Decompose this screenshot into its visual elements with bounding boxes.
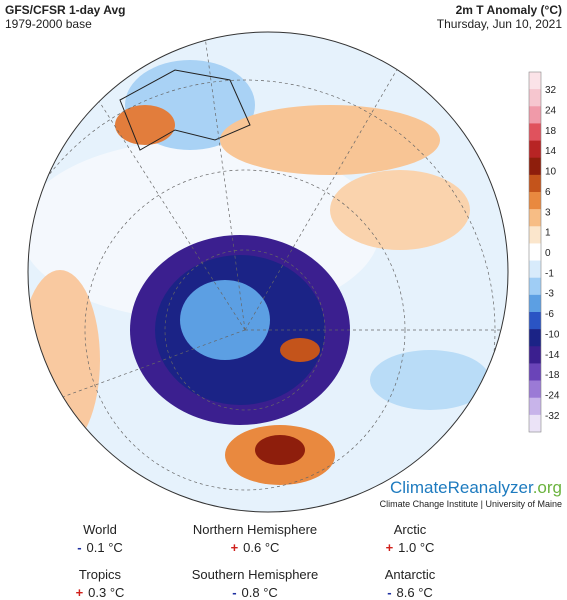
stat-number: 0.6 °C bbox=[243, 540, 279, 555]
stat-sign: - bbox=[387, 585, 391, 600]
logo-name: ClimateReanalyzer bbox=[390, 478, 534, 497]
colorbar-label: 1 bbox=[545, 228, 551, 239]
stat-number: 0.1 °C bbox=[87, 540, 123, 555]
colorbar-segment bbox=[529, 329, 541, 347]
colorbar-segment bbox=[529, 140, 541, 159]
colorbar-label: 6 bbox=[545, 187, 551, 198]
colorbar-segment bbox=[529, 192, 541, 210]
colorbar-segment bbox=[529, 294, 541, 313]
stat-sign: + bbox=[76, 585, 84, 600]
colorbar-segment bbox=[529, 243, 541, 261]
stat-sign: - bbox=[77, 540, 81, 555]
colorbar-label: -32 bbox=[545, 411, 560, 422]
colorbar-segment bbox=[529, 312, 541, 330]
colorbar-segment bbox=[529, 123, 541, 141]
stat-label: Southern Hemisphere bbox=[192, 567, 318, 582]
stat-number: 0.8 °C bbox=[242, 585, 278, 600]
colorbar-segment bbox=[529, 174, 541, 193]
stat-label: Northern Hemisphere bbox=[193, 522, 317, 537]
colorbar-segment bbox=[529, 209, 541, 227]
colorbar-segment bbox=[529, 397, 541, 416]
colorbar-segment bbox=[529, 106, 541, 124]
colorbar-segment bbox=[529, 346, 541, 364]
stat-value: -0.1 °C bbox=[77, 540, 123, 555]
colorbar-segment bbox=[529, 157, 541, 176]
colorbar-label: 32 bbox=[545, 85, 557, 96]
stat-value: +1.0 °C bbox=[386, 540, 435, 555]
title: GFS/CFSR 1-day Avg bbox=[5, 3, 125, 17]
colorbar-frame bbox=[528, 71, 542, 433]
stat-number: 0.3 °C bbox=[88, 585, 124, 600]
colorbar-segment bbox=[529, 226, 541, 244]
stat-label: Arctic bbox=[394, 522, 427, 537]
colorbar-label: 18 bbox=[545, 126, 557, 137]
colorbar-label: 14 bbox=[545, 146, 557, 157]
stat-sign: - bbox=[232, 585, 236, 600]
stat-label: Antarctic bbox=[385, 567, 436, 582]
colorbar-segment bbox=[529, 72, 541, 90]
colorbar-segment bbox=[529, 89, 541, 107]
colorbar-segment bbox=[529, 380, 541, 399]
colorbar-label: 10 bbox=[545, 167, 557, 178]
colorbar-label: -14 bbox=[545, 350, 560, 361]
colorbar-label: -1 bbox=[545, 268, 554, 279]
stat-value: +0.6 °C bbox=[231, 540, 280, 555]
colorbar-label: 24 bbox=[545, 106, 557, 117]
colorbar-label: -3 bbox=[545, 289, 554, 300]
colorbar-label: 0 bbox=[545, 248, 551, 259]
colorbar-segment bbox=[529, 277, 541, 296]
colorbar-label: -24 bbox=[545, 391, 560, 402]
variable: 2m T Anomaly (°C) bbox=[456, 3, 562, 17]
colorbar-segment bbox=[529, 414, 541, 433]
stat-value: -0.8 °C bbox=[232, 585, 278, 600]
logo-credit: Climate Change Institute | University of… bbox=[380, 499, 562, 509]
stat-value: +0.3 °C bbox=[76, 585, 125, 600]
stat-sign: + bbox=[386, 540, 394, 555]
stat-number: 1.0 °C bbox=[398, 540, 434, 555]
stat-label: Tropics bbox=[79, 567, 122, 582]
colorbar-segment bbox=[529, 260, 541, 279]
globe-outline bbox=[27, 31, 509, 513]
colorbar-segment bbox=[529, 363, 541, 381]
stat-value: -8.6 °C bbox=[387, 585, 433, 600]
stat-sign: + bbox=[231, 540, 239, 555]
colorbar-label: 3 bbox=[545, 207, 551, 218]
colorbar-label: -6 bbox=[545, 309, 554, 320]
logo: ClimateReanalyzer.org bbox=[390, 478, 562, 497]
logo-suffix: .org bbox=[533, 478, 562, 497]
colorbar-label: -18 bbox=[545, 370, 560, 381]
stat-number: 8.6 °C bbox=[397, 585, 433, 600]
colorbar-label: -10 bbox=[545, 329, 560, 340]
date: Thursday, Jun 10, 2021 bbox=[437, 17, 563, 31]
subtitle: 1979-2000 base bbox=[5, 17, 92, 31]
stat-label: World bbox=[83, 522, 117, 537]
